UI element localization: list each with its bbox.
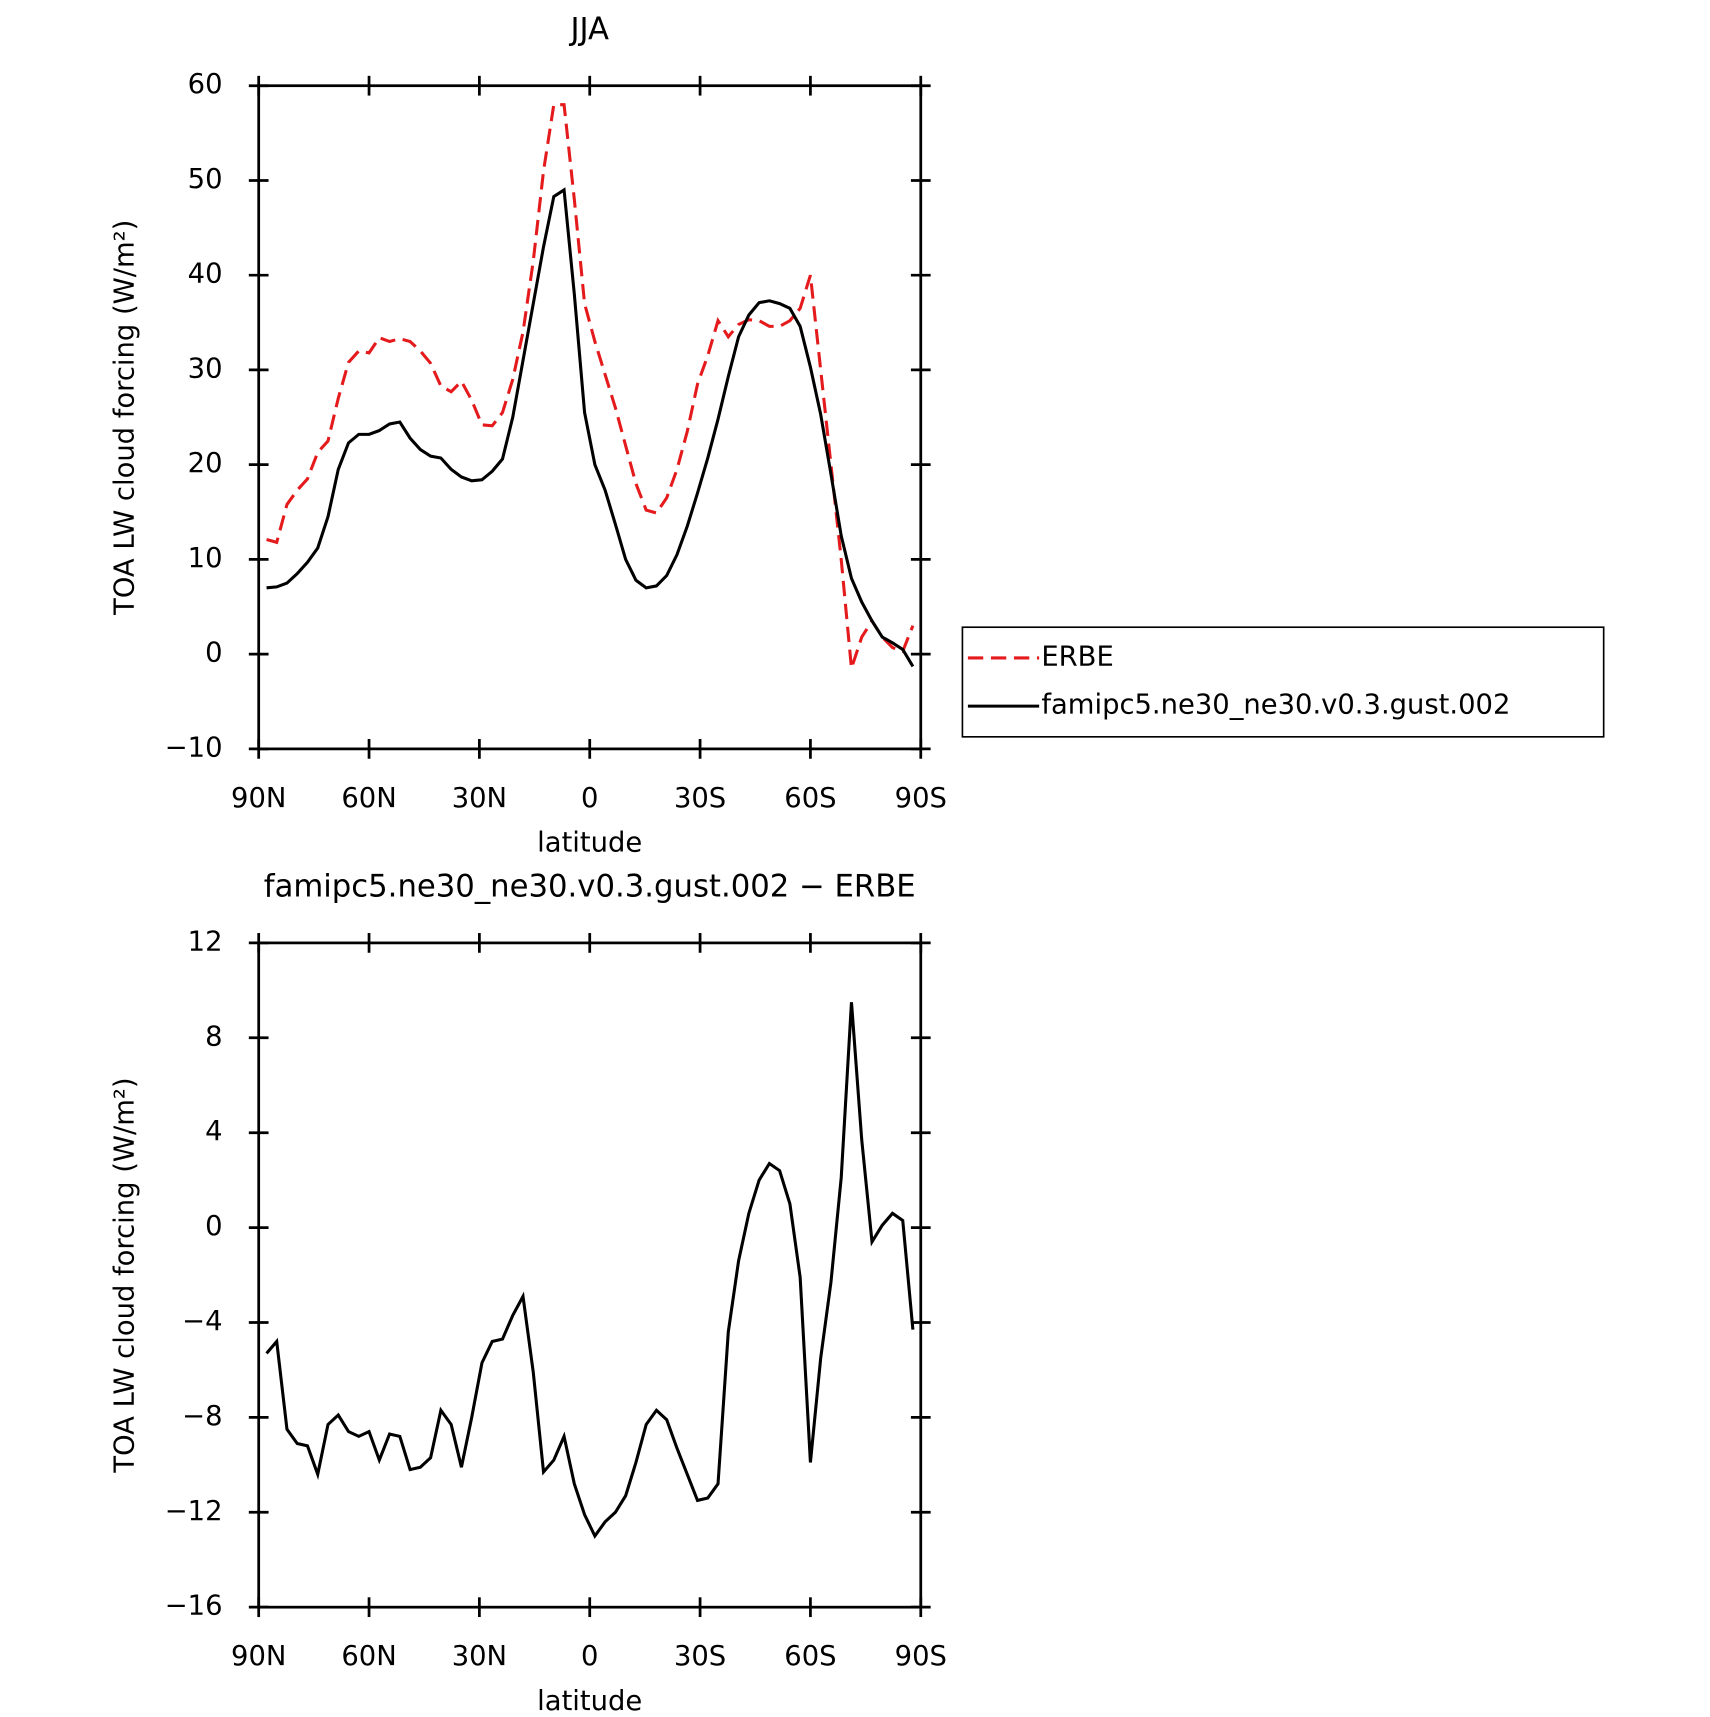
y-tick-label: 8 [205, 1021, 222, 1052]
data-line [265, 1002, 915, 1539]
y-tick-label: −8 [182, 1401, 222, 1432]
x-tick-label: 60S [784, 783, 836, 814]
y-tick-label: −12 [165, 1496, 223, 1527]
y-tick-label: 20 [188, 448, 223, 479]
y-tick-label: 30 [188, 353, 223, 384]
x-tick-label: 30S [674, 1641, 726, 1672]
plot-frame [257, 941, 923, 1609]
legend-box [961, 626, 1605, 738]
chart-title: famipc5.ne30_ne30.v0.3.gust.002 − ERBE [264, 870, 916, 905]
x-tick-label: 60N [341, 1641, 396, 1672]
chart-title: JJA [568, 12, 609, 47]
x-tick-label: 60N [341, 783, 396, 814]
y-tick-label: 4 [205, 1116, 222, 1147]
x-tick-label: 30N [452, 783, 507, 814]
y-tick-label: 12 [188, 926, 223, 957]
x-tick-label: 0 [581, 783, 598, 814]
x-axis-label: latitude [537, 1686, 642, 1717]
y-tick-label: 50 [188, 164, 223, 195]
x-tick-label: 0 [581, 1641, 598, 1672]
x-axis-label: latitude [537, 828, 642, 859]
y-tick-label: 0 [205, 1211, 222, 1242]
y-axis-label: TOA LW cloud forcing (W/m²) [110, 220, 141, 616]
y-tick-label: 40 [188, 259, 223, 290]
legend-label: famipc5.ne30_ne30.v0.3.gust.002 [1041, 690, 1510, 721]
y-tick-label: 10 [188, 543, 223, 574]
legend-label: ERBE [1041, 641, 1113, 672]
y-tick-label: 0 [205, 638, 222, 669]
y-tick-label: −16 [165, 1591, 223, 1622]
x-tick-label: 30N [452, 1641, 507, 1672]
data-line [266, 187, 915, 668]
x-tick-label: 90S [895, 1641, 947, 1672]
x-tick-label: 90S [895, 783, 947, 814]
x-tick-label: 90N [231, 1641, 286, 1672]
y-tick-label: −10 [165, 732, 223, 763]
x-tick-label: 30S [674, 783, 726, 814]
x-tick-label: 90N [231, 783, 286, 814]
x-tick-label: 60S [784, 1641, 836, 1672]
y-axis-label: TOA LW cloud forcing (W/m²) [110, 1077, 141, 1473]
y-tick-label: −4 [182, 1306, 222, 1337]
data-line [266, 103, 915, 669]
y-tick-label: 60 [188, 69, 223, 100]
